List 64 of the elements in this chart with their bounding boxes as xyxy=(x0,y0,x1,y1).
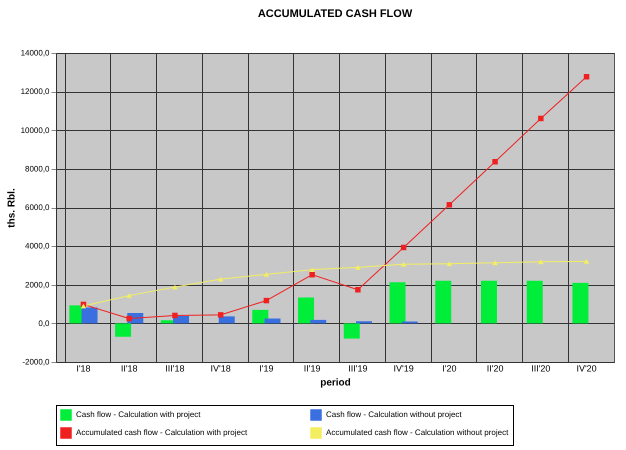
legend-label: Cash flow - Calculation with project xyxy=(76,410,202,419)
y-tick-label: 10000,0 xyxy=(20,126,50,135)
legend-label: Accumulated cash flow - Calculation without project xyxy=(326,428,510,437)
point xyxy=(584,74,590,80)
point xyxy=(218,312,224,318)
point xyxy=(400,244,406,250)
x-tick-label: I'20 xyxy=(442,364,456,374)
x-tick-label: IV'19 xyxy=(393,364,414,374)
x-tick-label: II'20 xyxy=(486,364,504,374)
y-tick-label: 6000,0 xyxy=(25,203,50,212)
bar xyxy=(173,316,190,324)
y-tick-label: 0,0 xyxy=(38,318,50,328)
bar xyxy=(344,323,360,339)
bar xyxy=(298,297,314,324)
point xyxy=(172,312,178,318)
bar xyxy=(310,320,326,324)
bar xyxy=(526,280,543,324)
point xyxy=(492,158,498,164)
y-tick-label: 14000,0 xyxy=(20,48,50,58)
point xyxy=(126,293,132,298)
y-tick-label: 2000,0 xyxy=(25,280,50,290)
x-tick-label: III'19 xyxy=(348,364,368,374)
x-tick-label: IV'18 xyxy=(210,364,231,374)
point xyxy=(309,267,315,272)
bar xyxy=(218,316,235,324)
bar xyxy=(115,323,132,337)
bar xyxy=(572,282,588,324)
y-axis-title: ths. Rbl. xyxy=(6,188,18,228)
point xyxy=(400,262,406,267)
point xyxy=(538,116,544,122)
chart-title: ACCUMULATED CASH FLOW xyxy=(258,8,413,20)
bar xyxy=(252,310,268,324)
point xyxy=(355,264,361,270)
x-tick-label: III'18 xyxy=(165,364,185,374)
point xyxy=(446,202,452,208)
x-tick-label: II'18 xyxy=(120,364,138,374)
point xyxy=(126,316,132,322)
point xyxy=(355,287,361,293)
point xyxy=(538,259,544,264)
legend-label: Accumulated cash flow - Calculation with project xyxy=(76,428,248,437)
y-tick-label: 4000,0 xyxy=(25,242,50,251)
x-tick-label: I'19 xyxy=(259,364,274,374)
x-tick-label: III'20 xyxy=(531,364,550,374)
point xyxy=(584,259,590,264)
x-axis-title: period xyxy=(320,378,351,388)
y-tick-label: -2000,0 xyxy=(22,358,50,366)
point xyxy=(264,298,270,304)
point xyxy=(218,276,224,282)
x-tick-label: I'18 xyxy=(76,364,91,374)
point xyxy=(309,272,315,278)
point xyxy=(172,284,178,290)
point xyxy=(492,260,498,266)
x-tick-label: II'19 xyxy=(304,364,320,374)
x-tick-label: IV'20 xyxy=(576,364,597,374)
bar xyxy=(480,280,497,324)
bar xyxy=(264,318,280,324)
bar xyxy=(390,282,406,324)
bar xyxy=(435,280,452,324)
bar xyxy=(82,308,98,324)
point xyxy=(446,261,452,266)
y-tick-label: 8000,0 xyxy=(25,164,50,174)
point xyxy=(264,272,270,277)
legend-label: Cash flow - Calculation without project xyxy=(326,410,462,419)
y-tick-label: 12000,0 xyxy=(20,87,50,96)
